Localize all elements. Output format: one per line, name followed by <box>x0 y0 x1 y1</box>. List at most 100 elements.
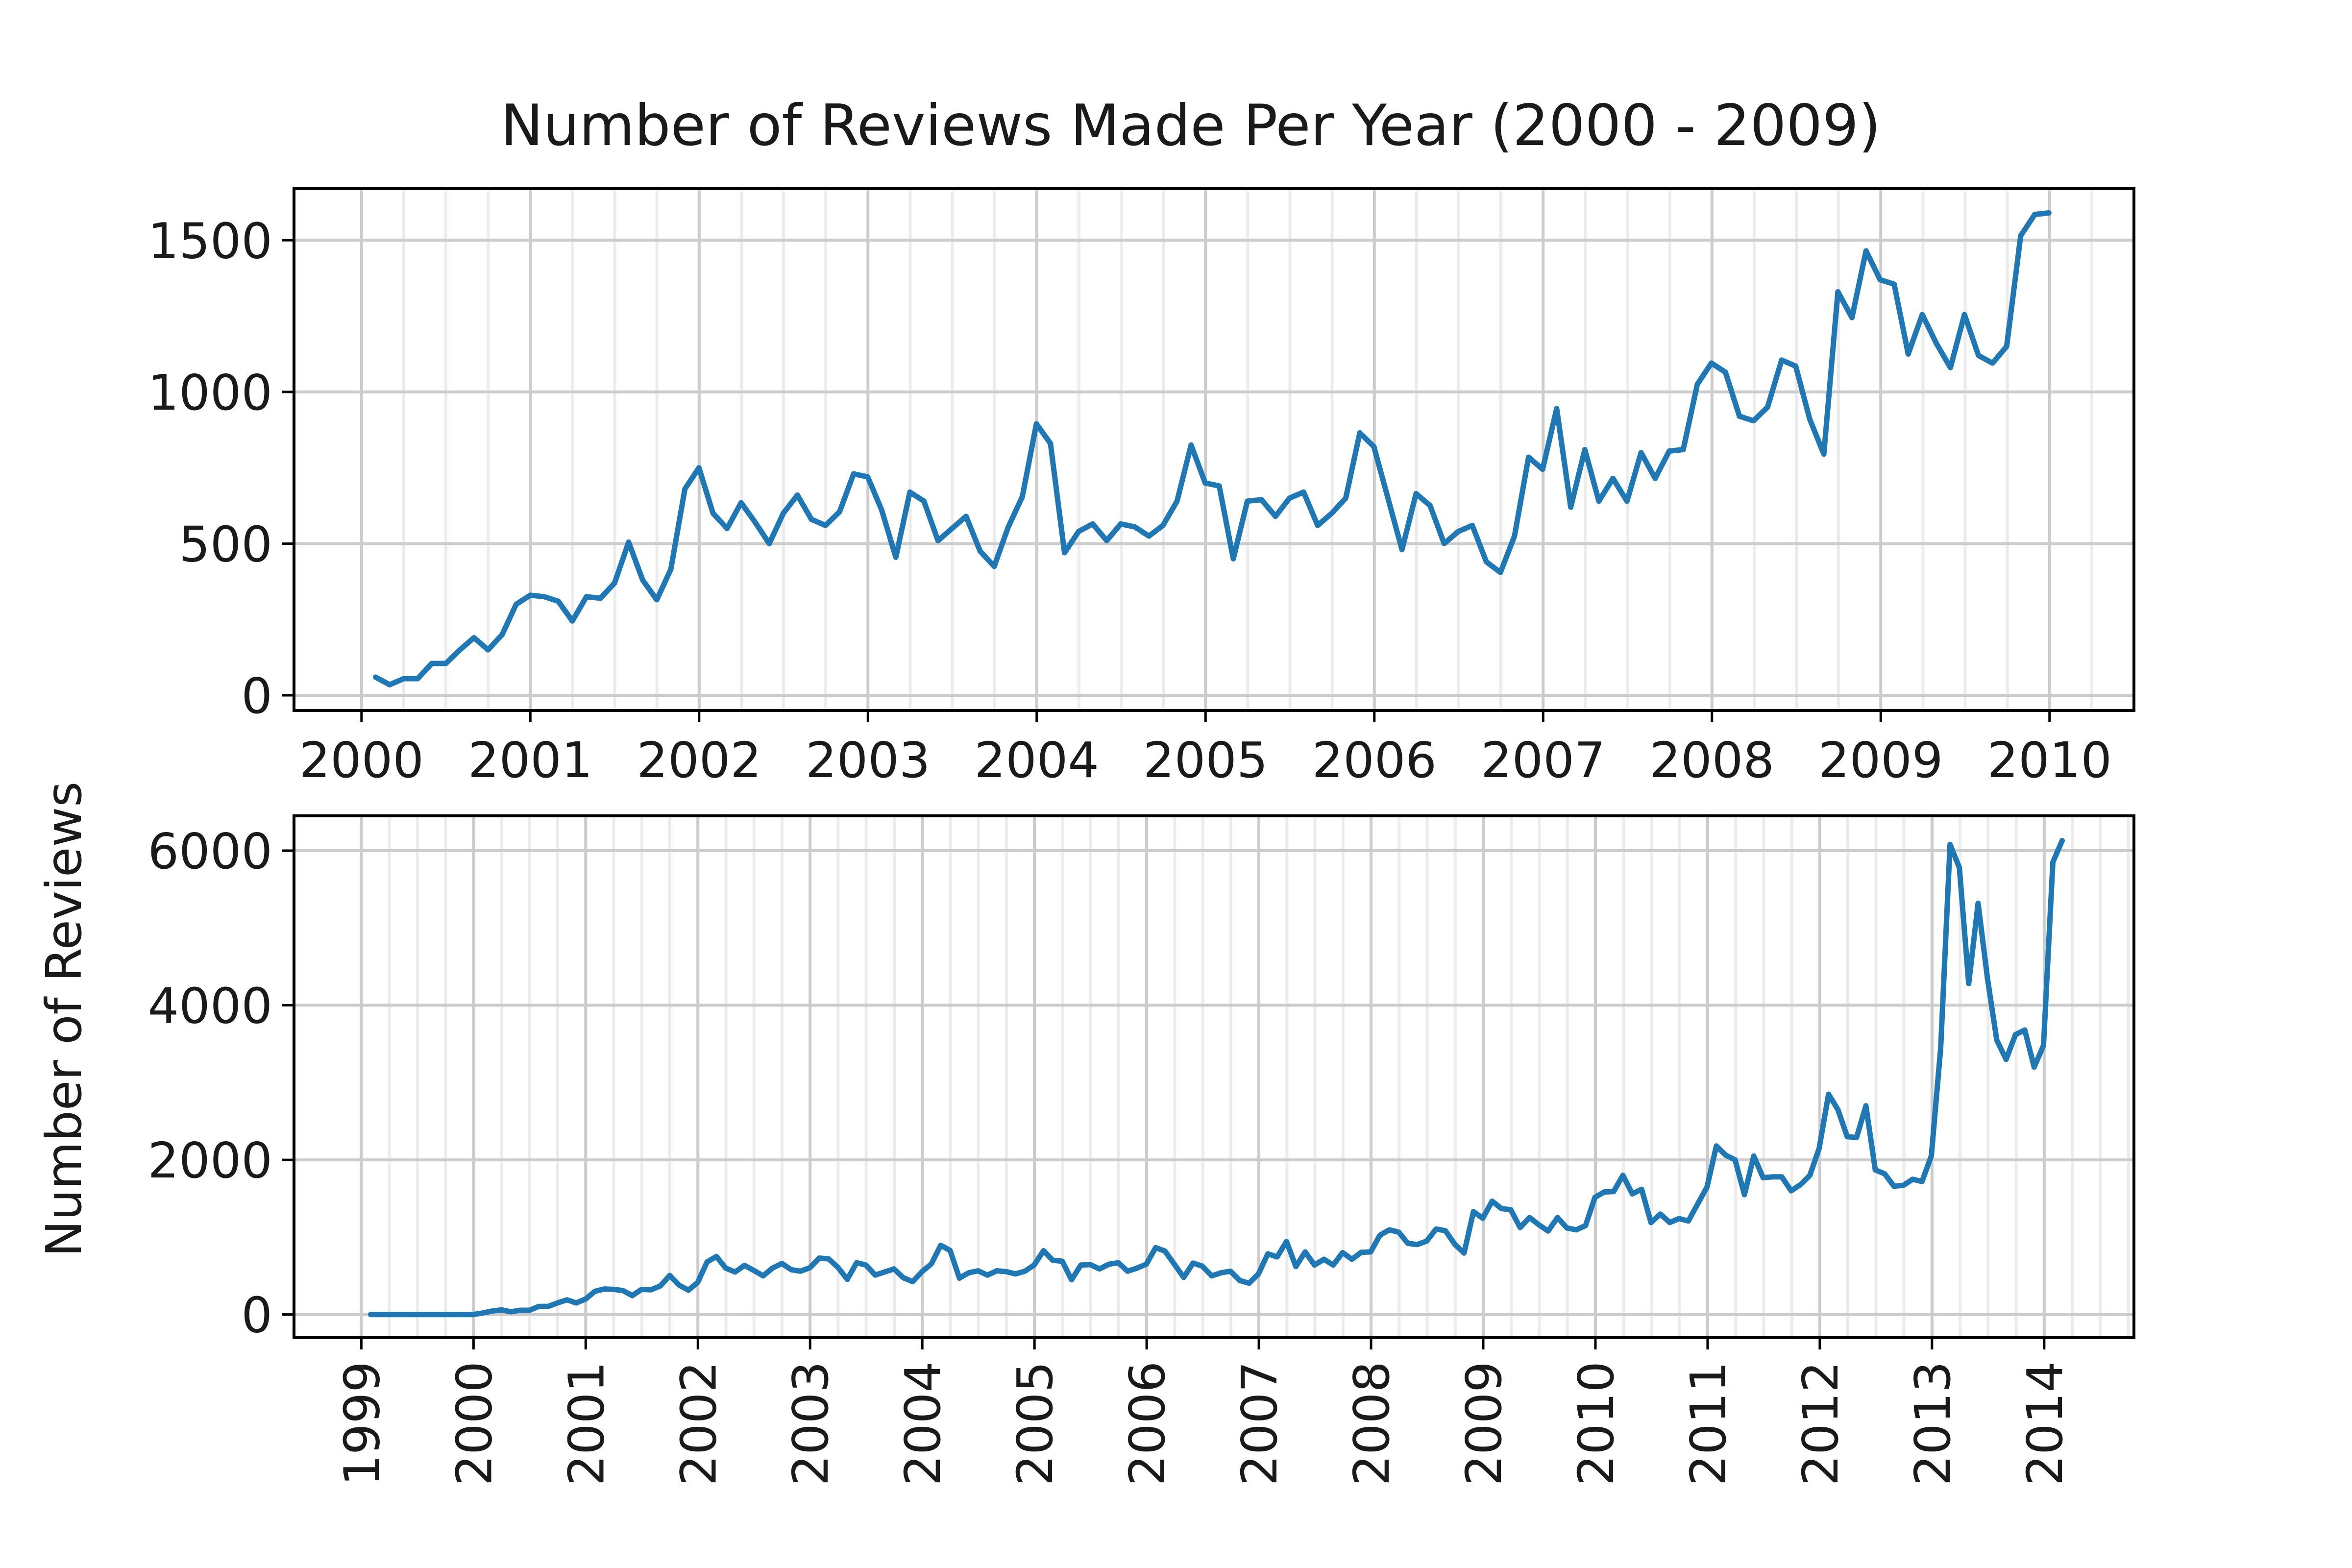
data-point <box>464 1314 465 1315</box>
x-tick-label: 2013 <box>1904 1361 1961 1486</box>
data-point <box>1908 354 1909 355</box>
x-tick-label: 2012 <box>1792 1361 1849 1486</box>
data-point <box>2034 214 2035 215</box>
data-point <box>707 1261 708 1262</box>
data-point <box>502 634 503 635</box>
data-point <box>515 604 516 605</box>
data-point <box>1183 1277 1184 1278</box>
data-point <box>685 489 686 490</box>
data-point <box>473 1314 474 1315</box>
x-tick-label: 2014 <box>2016 1361 2074 1486</box>
data-point <box>875 1274 876 1275</box>
data-point <box>1211 1275 1212 1276</box>
data-point <box>909 491 910 492</box>
data-point <box>1576 1229 1577 1230</box>
data-point <box>1162 525 1163 526</box>
data-point <box>867 476 868 477</box>
data-point <box>2043 1045 2044 1046</box>
data-point <box>825 525 826 526</box>
x-tick-label: 1999 <box>333 1361 391 1486</box>
data-point <box>1959 867 1960 868</box>
data-point <box>501 1309 502 1310</box>
data-point <box>1893 1186 1894 1187</box>
data-point <box>772 1268 773 1269</box>
data-point <box>1472 525 1473 526</box>
chart-title: Number of Reviews Made Per Year (2000 - … <box>501 93 1881 159</box>
data-point <box>375 677 376 678</box>
data-point <box>1398 1232 1399 1233</box>
data-point <box>1992 363 1993 364</box>
data-point <box>895 557 896 558</box>
data-point <box>1193 1263 1194 1264</box>
data-point <box>987 1274 988 1275</box>
data-point <box>1519 1227 1520 1228</box>
chart-panel-top: 2000 2001 2002 2003 2004 2005 2006 2007 2008 2009… <box>148 187 2135 789</box>
data-point <box>1036 423 1037 424</box>
x-tick-label: 2010 <box>1987 732 2112 789</box>
data-point <box>1735 1159 1736 1160</box>
data-point <box>417 678 418 679</box>
data-point <box>530 595 531 596</box>
y-axis-label: Number of Reviews <box>35 782 93 1257</box>
x-tick-label: 2007 <box>1481 732 1606 789</box>
data-point <box>1230 1271 1231 1272</box>
data-point <box>585 1298 586 1299</box>
data-point <box>2053 862 2054 863</box>
data-point <box>1744 1194 1745 1195</box>
data-point <box>572 620 573 621</box>
data-point <box>931 1263 932 1264</box>
data-point <box>1978 355 1979 356</box>
data-point <box>1314 1265 1315 1266</box>
data-point <box>1118 1262 1119 1263</box>
data-point <box>679 1285 680 1286</box>
data-point <box>1697 384 1698 385</box>
data-point <box>978 1271 979 1272</box>
data-point <box>1417 1244 1418 1245</box>
data-point <box>1655 478 1656 479</box>
data-point <box>656 599 657 600</box>
data-point <box>511 1311 512 1312</box>
data-point <box>952 528 953 529</box>
data-point <box>1120 523 1121 524</box>
data-point <box>1261 499 1262 500</box>
data-point <box>894 1269 895 1270</box>
data-point <box>811 519 812 520</box>
series-line <box>368 838 2065 1318</box>
data-point <box>1482 1218 1483 1219</box>
data-point <box>1289 498 1290 499</box>
data-point <box>1847 1136 1848 1137</box>
data-point <box>529 1310 530 1311</box>
y-tick-label: 4000 <box>148 978 273 1035</box>
data-point <box>2015 1034 2016 1035</box>
x-tick-label: 2002 <box>670 1361 727 1486</box>
x-tick-label: 2004 <box>975 732 1100 789</box>
data-point <box>1781 360 1782 361</box>
data-point <box>1317 525 1318 526</box>
data-point <box>558 601 559 602</box>
data-point <box>1247 501 1248 502</box>
data-point <box>1598 501 1599 502</box>
data-point <box>1389 1229 1390 1230</box>
data-point <box>1875 1170 1876 1171</box>
data-point <box>1856 1137 1857 1138</box>
data-point <box>1454 1244 1455 1245</box>
data-point <box>614 583 615 584</box>
data-point <box>1865 250 1866 251</box>
data-point <box>1370 1251 1371 1252</box>
data-point <box>1165 1250 1166 1251</box>
data-point <box>1641 452 1642 453</box>
x-tick-label: 2005 <box>1006 1361 1064 1486</box>
data-point <box>1008 526 1009 527</box>
data-point <box>628 541 629 542</box>
x-tick-label: 2010 <box>1568 1361 1625 1486</box>
data-point <box>1034 1265 1035 1266</box>
data-point <box>445 1314 446 1315</box>
data-point <box>1936 343 1937 344</box>
data-point <box>783 513 784 514</box>
data-point <box>586 596 587 597</box>
data-point <box>937 540 938 541</box>
data-point <box>1303 491 1304 492</box>
data-point <box>782 1263 783 1264</box>
data-point <box>1823 454 1824 455</box>
data-point <box>445 663 446 664</box>
